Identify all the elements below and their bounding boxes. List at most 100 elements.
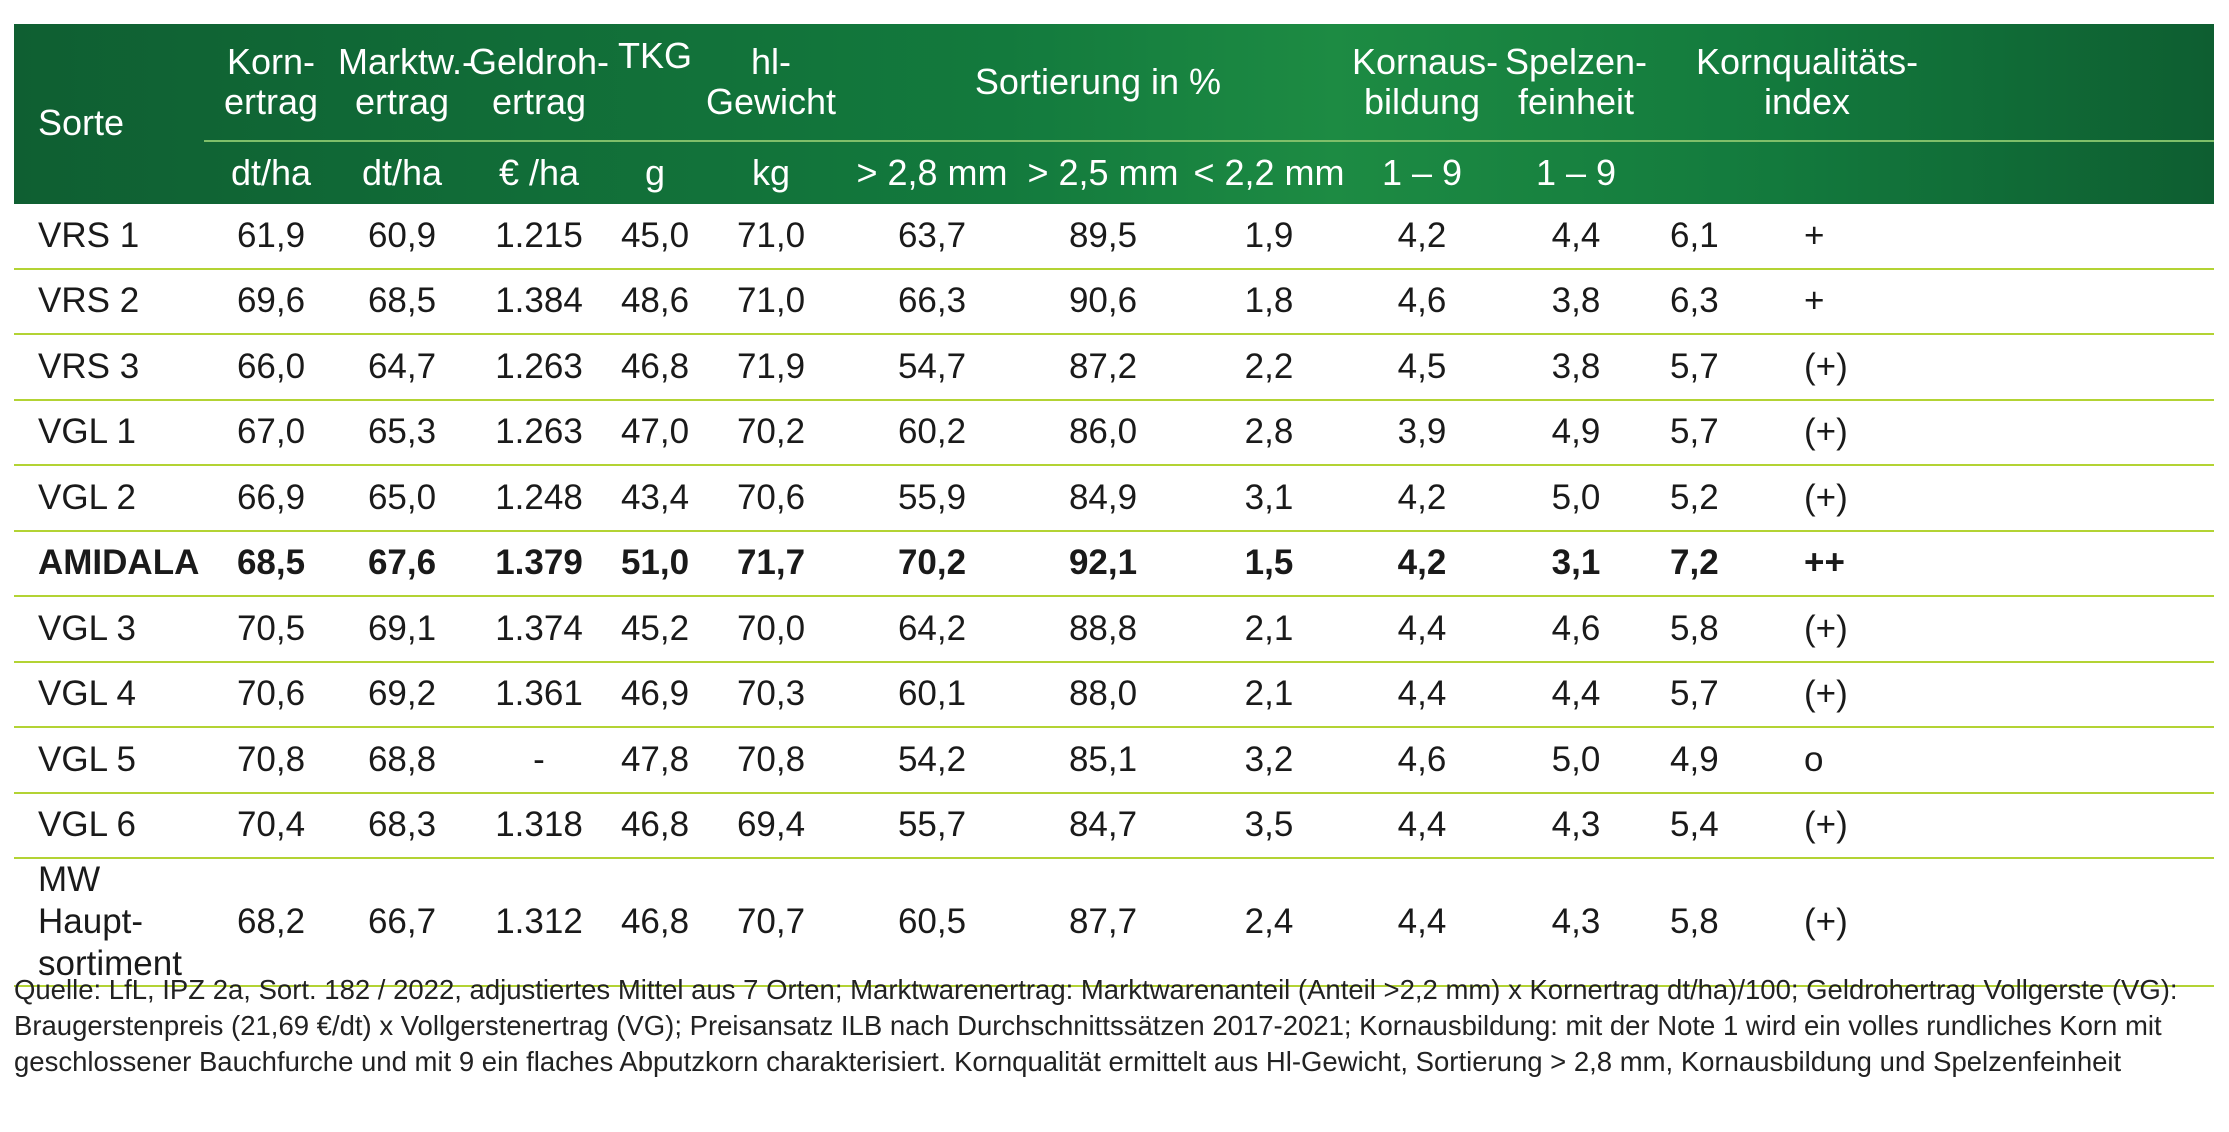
table-body: VRS 1 61,9 60,9 1.215 45,0 71,0 63,7 89,5 1,9 4,2… — [14, 204, 2214, 987]
cell-kornqualitaet-value: 5,4 — [1660, 792, 1776, 859]
cell-sortierung-22: 2,4 — [1186, 858, 1352, 987]
cell-marktwertrag: 68,5 — [338, 268, 466, 335]
unit-kornausbildung: 1 – 9 — [1381, 152, 1463, 193]
cell-sortierung-22: 3,5 — [1186, 792, 1352, 859]
cell-sortierung-22: 2,8 — [1186, 399, 1352, 466]
cell-geldrohertrag: 1.318 — [466, 792, 612, 859]
cell-kornqualitaet-symbol: o — [1776, 727, 2214, 794]
cell-kornqualitaet-symbol: ++ — [1776, 530, 2214, 597]
cell-kornqualitaet-value: 5,2 — [1660, 465, 1776, 532]
unit-spelzenfeinheit: 1 – 9 — [1535, 152, 1617, 193]
cell-geldrohertrag: 1.374 — [466, 596, 612, 663]
cell-geldrohertrag: 1.379 — [466, 530, 612, 597]
table-row: MW Haupt-sortiment 68,2 66,7 1.312 46,8 70,7 6… — [14, 858, 2214, 987]
cell-hlgewicht: 70,2 — [698, 399, 844, 466]
cell-marktwertrag: 65,0 — [338, 465, 466, 532]
cell-marktwertrag: 69,1 — [338, 596, 466, 663]
cell-kornqualitaet-value: 7,2 — [1660, 530, 1776, 597]
cell-kornertrag: 66,0 — [204, 334, 338, 401]
cell-sortierung-28: 64,2 — [844, 596, 1020, 663]
cell-sortierung-25: 88,8 — [1020, 596, 1186, 663]
header-tkg: TKG — [617, 35, 692, 76]
cell-spelzenfeinheit: 4,4 — [1492, 661, 1660, 728]
cell-sortierung-25: 85,1 — [1020, 727, 1186, 794]
cell-geldrohertrag: 1.263 — [466, 334, 612, 401]
cell-kornqualitaet-symbol: (+) — [1776, 596, 2214, 663]
cell-kornqualitaet-value: 5,7 — [1660, 661, 1776, 728]
cell-kornqualitaet-symbol: (+) — [1776, 465, 2214, 532]
header-row-units: dt/ha dt/ha € /ha g kg > 2,8 mm > 2,5 mm… — [14, 141, 2214, 204]
cell-geldrohertrag: 1.248 — [466, 465, 612, 532]
cell-sorte: VRS 2 — [14, 268, 204, 335]
cell-sortierung-22: 3,1 — [1186, 465, 1352, 532]
cell-kornqualitaet-symbol: (+) — [1776, 334, 2214, 401]
header-hlgewicht: hl- Gewicht — [705, 41, 837, 122]
cell-sorte: VGL 5 — [14, 727, 204, 794]
cell-hlgewicht: 70,8 — [698, 727, 844, 794]
cell-kornqualitaet-symbol: (+) — [1776, 792, 2214, 859]
cell-hlgewicht: 71,0 — [698, 204, 844, 270]
header-geldrohertrag: Geldroh-ertrag — [468, 41, 610, 122]
cell-tkg: 51,0 — [612, 530, 698, 597]
cell-spelzenfeinheit: 5,0 — [1492, 465, 1660, 532]
cell-sortierung-28: 55,9 — [844, 465, 1020, 532]
unit-marktwertrag: dt/ha — [361, 152, 443, 193]
cell-kornertrag: 69,6 — [204, 268, 338, 335]
table-row: VGL 1 67,0 65,3 1.263 47,0 70,2 60,2 86,0 2,8 3,9… — [14, 399, 2214, 466]
cell-sortierung-25: 84,9 — [1020, 465, 1186, 532]
cell-kornqualitaet-value: 5,8 — [1660, 858, 1776, 987]
cell-sortierung-25: 88,0 — [1020, 661, 1186, 728]
cell-kornqualitaet-value: 5,8 — [1660, 596, 1776, 663]
cell-marktwertrag: 60,9 — [338, 204, 466, 270]
header-kornertrag: Korn-ertrag — [223, 41, 319, 122]
cell-hlgewicht: 71,7 — [698, 530, 844, 597]
cell-hlgewicht: 70,0 — [698, 596, 844, 663]
cell-kornertrag: 61,9 — [204, 204, 338, 270]
header-spelzenfeinheit: Spelzen-feinheit — [1504, 41, 1648, 122]
table-row: VGL 4 70,6 69,2 1.361 46,9 70,3 60,1 88,0 2,1 4,4… — [14, 661, 2214, 728]
cell-sortierung-22: 2,1 — [1186, 596, 1352, 663]
cell-kornqualitaet-symbol: (+) — [1776, 858, 2214, 987]
cell-tkg: 46,8 — [612, 334, 698, 401]
table-row: VRS 2 69,6 68,5 1.384 48,6 71,0 66,3 90,6 1,8 4,6… — [14, 268, 2214, 335]
unit-sortierung-22: < 2,2 mm — [1193, 152, 1345, 193]
table-row: VGL 3 70,5 69,1 1.374 45,2 70,0 64,2 88,8 2,1 4,4… — [14, 596, 2214, 663]
cell-sortierung-28: 55,7 — [844, 792, 1020, 859]
cell-kornqualitaet-value: 4,9 — [1660, 727, 1776, 794]
unit-tkg: g — [644, 152, 666, 193]
cell-tkg: 46,8 — [612, 792, 698, 859]
cell-sorte: VGL 1 — [14, 399, 204, 466]
cell-tkg: 47,0 — [612, 399, 698, 466]
cell-spelzenfeinheit: 4,3 — [1492, 792, 1660, 859]
cell-spelzenfeinheit: 4,4 — [1492, 204, 1660, 270]
cell-kornqualitaet-symbol: (+) — [1776, 399, 2214, 466]
cell-spelzenfeinheit: 4,3 — [1492, 858, 1660, 987]
cell-sorte: VRS 3 — [14, 334, 204, 401]
cell-geldrohertrag: 1.215 — [466, 204, 612, 270]
cell-sortierung-25: 90,6 — [1020, 268, 1186, 335]
cell-kornqualitaet-value: 5,7 — [1660, 399, 1776, 466]
cell-sortierung-28: 60,1 — [844, 661, 1020, 728]
cell-tkg: 43,4 — [612, 465, 698, 532]
cell-kornertrag: 67,0 — [204, 399, 338, 466]
cell-geldrohertrag: 1.384 — [466, 268, 612, 335]
cell-kornausbildung: 4,4 — [1352, 596, 1492, 663]
source-footnote: Quelle: LfL, IPZ 2a, Sort. 182 / 2022, a… — [14, 974, 2178, 1077]
header-sortierung: Sortierung in % — [974, 61, 1222, 102]
cell-geldrohertrag: - — [466, 727, 612, 794]
cell-kornausbildung: 3,9 — [1352, 399, 1492, 466]
table-row: AMIDALA 68,5 67,6 1.379 51,0 71,7 70,2 92,1 1,5 4… — [14, 530, 2214, 597]
cell-sortierung-22: 2,1 — [1186, 661, 1352, 728]
cell-sortierung-22: 3,2 — [1186, 727, 1352, 794]
cell-spelzenfeinheit: 3,8 — [1492, 268, 1660, 335]
cell-hlgewicht: 70,3 — [698, 661, 844, 728]
table-row: VRS 3 66,0 64,7 1.263 46,8 71,9 54,7 87,2 2,2 4,5… — [14, 334, 2214, 401]
unit-sortierung-25: > 2,5 mm — [1027, 152, 1179, 193]
cell-geldrohertrag: 1.312 — [466, 858, 612, 987]
cell-kornausbildung: 4,5 — [1352, 334, 1492, 401]
cell-sorte: VGL 6 — [14, 792, 204, 859]
cell-hlgewicht: 70,6 — [698, 465, 844, 532]
cell-kornausbildung: 4,2 — [1352, 204, 1492, 270]
header-marktwertrag: Marktw.- ertrag — [338, 41, 475, 122]
table-row: VGL 5 70,8 68,8-47,8 70,8 54,2 85,1 3,2 4,6 5,0 4… — [14, 727, 2214, 794]
